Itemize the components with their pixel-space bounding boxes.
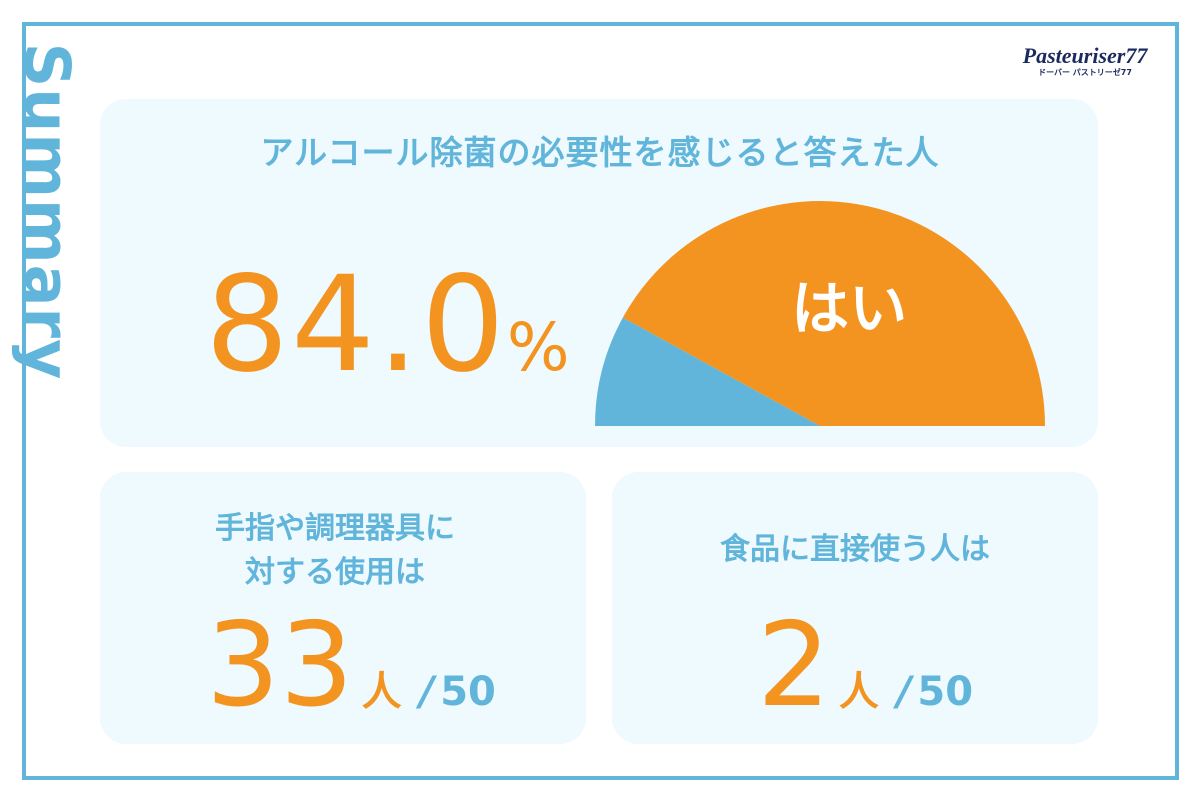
main-card-title: アルコール除菌の必要性を感じると答えた人 [260,133,940,172]
hand-utensil-count-total: 50 [440,669,496,715]
hand-utensil-count-slash: / [419,669,435,715]
hand-utensil-label-line1: 手指や調理器具に [215,511,455,546]
side-title: Summary [10,26,84,396]
half-pie-chart: はい [595,201,1045,426]
direct-food-label: 食品に直接使う人は [720,532,990,567]
direct-food-card [612,472,1098,744]
direct-food-count-total: 50 [917,669,974,715]
hand-utensil-count: 33 人/50 [206,606,496,726]
pie-slice-label-0: はい [791,275,907,343]
side-title-text: Summary [10,42,84,380]
percent-sign: % [506,309,570,386]
logo-main-text: Pasteuriser77 [1022,43,1148,68]
hand-utensil-count-value: 33 [206,598,354,733]
percent-value: 84.0 [205,248,507,402]
hand-utensil-label-line2: 対する使用は [245,555,425,590]
logo-sub-text: ドーバー パストリーゼ77 [1038,68,1132,77]
pie-slice-1 [595,317,820,426]
direct-food-count-unit: 人 [838,669,879,715]
percent-readout: 84.0% [205,250,570,400]
hand-utensil-count-unit: 人 [361,669,402,715]
direct-food-count: 2 人/50 [757,606,973,726]
pie-slice-0 [622,201,1045,426]
brand-logo: Pasteuriser77 ドーバー パストリーゼ77 [1010,44,1160,78]
hand-utensil-card [100,472,586,744]
direct-food-count-slash: / [896,669,912,715]
outer-frame [22,22,1179,780]
hand-utensil-label: 手指や調理器具に 対する使用は [100,507,570,595]
direct-food-count-value: 2 [757,598,831,733]
